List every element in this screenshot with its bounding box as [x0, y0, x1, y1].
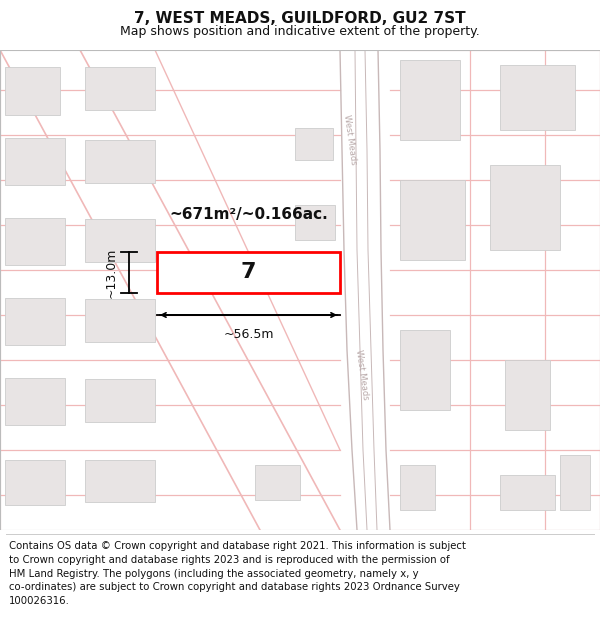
Text: ~13.0m: ~13.0m	[105, 248, 118, 298]
Bar	[255, 465, 300, 500]
Polygon shape	[340, 50, 386, 530]
Bar	[157, 252, 340, 293]
Text: Contains OS data © Crown copyright and database right 2021. This information is : Contains OS data © Crown copyright and d…	[9, 541, 466, 606]
Bar	[400, 180, 465, 260]
Bar	[85, 140, 155, 183]
Bar	[490, 165, 560, 250]
Text: 7, WEST MEADS, GUILDFORD, GU2 7ST: 7, WEST MEADS, GUILDFORD, GU2 7ST	[134, 11, 466, 26]
Bar	[560, 455, 590, 510]
Bar	[400, 465, 435, 510]
Bar	[295, 128, 333, 160]
Bar	[400, 60, 460, 140]
Text: West Meads: West Meads	[354, 349, 370, 401]
Bar	[400, 330, 450, 410]
Bar	[5, 460, 65, 505]
Bar	[500, 475, 555, 510]
Bar	[85, 460, 155, 502]
Bar	[500, 65, 575, 130]
Text: ~671m²/~0.166ac.: ~671m²/~0.166ac.	[169, 206, 328, 221]
Bar	[85, 67, 155, 110]
Bar	[5, 138, 65, 185]
Bar	[295, 205, 335, 240]
Bar	[85, 379, 155, 422]
Bar	[505, 360, 550, 430]
Bar	[85, 219, 155, 262]
Text: 7: 7	[241, 262, 256, 282]
Text: West Meads: West Meads	[342, 114, 358, 166]
Text: Map shows position and indicative extent of the property.: Map shows position and indicative extent…	[120, 24, 480, 38]
Bar	[5, 67, 60, 115]
Bar	[5, 378, 65, 425]
Text: ~56.5m: ~56.5m	[223, 328, 274, 341]
Bar	[5, 298, 65, 345]
Bar	[5, 218, 65, 265]
Bar	[85, 299, 155, 342]
